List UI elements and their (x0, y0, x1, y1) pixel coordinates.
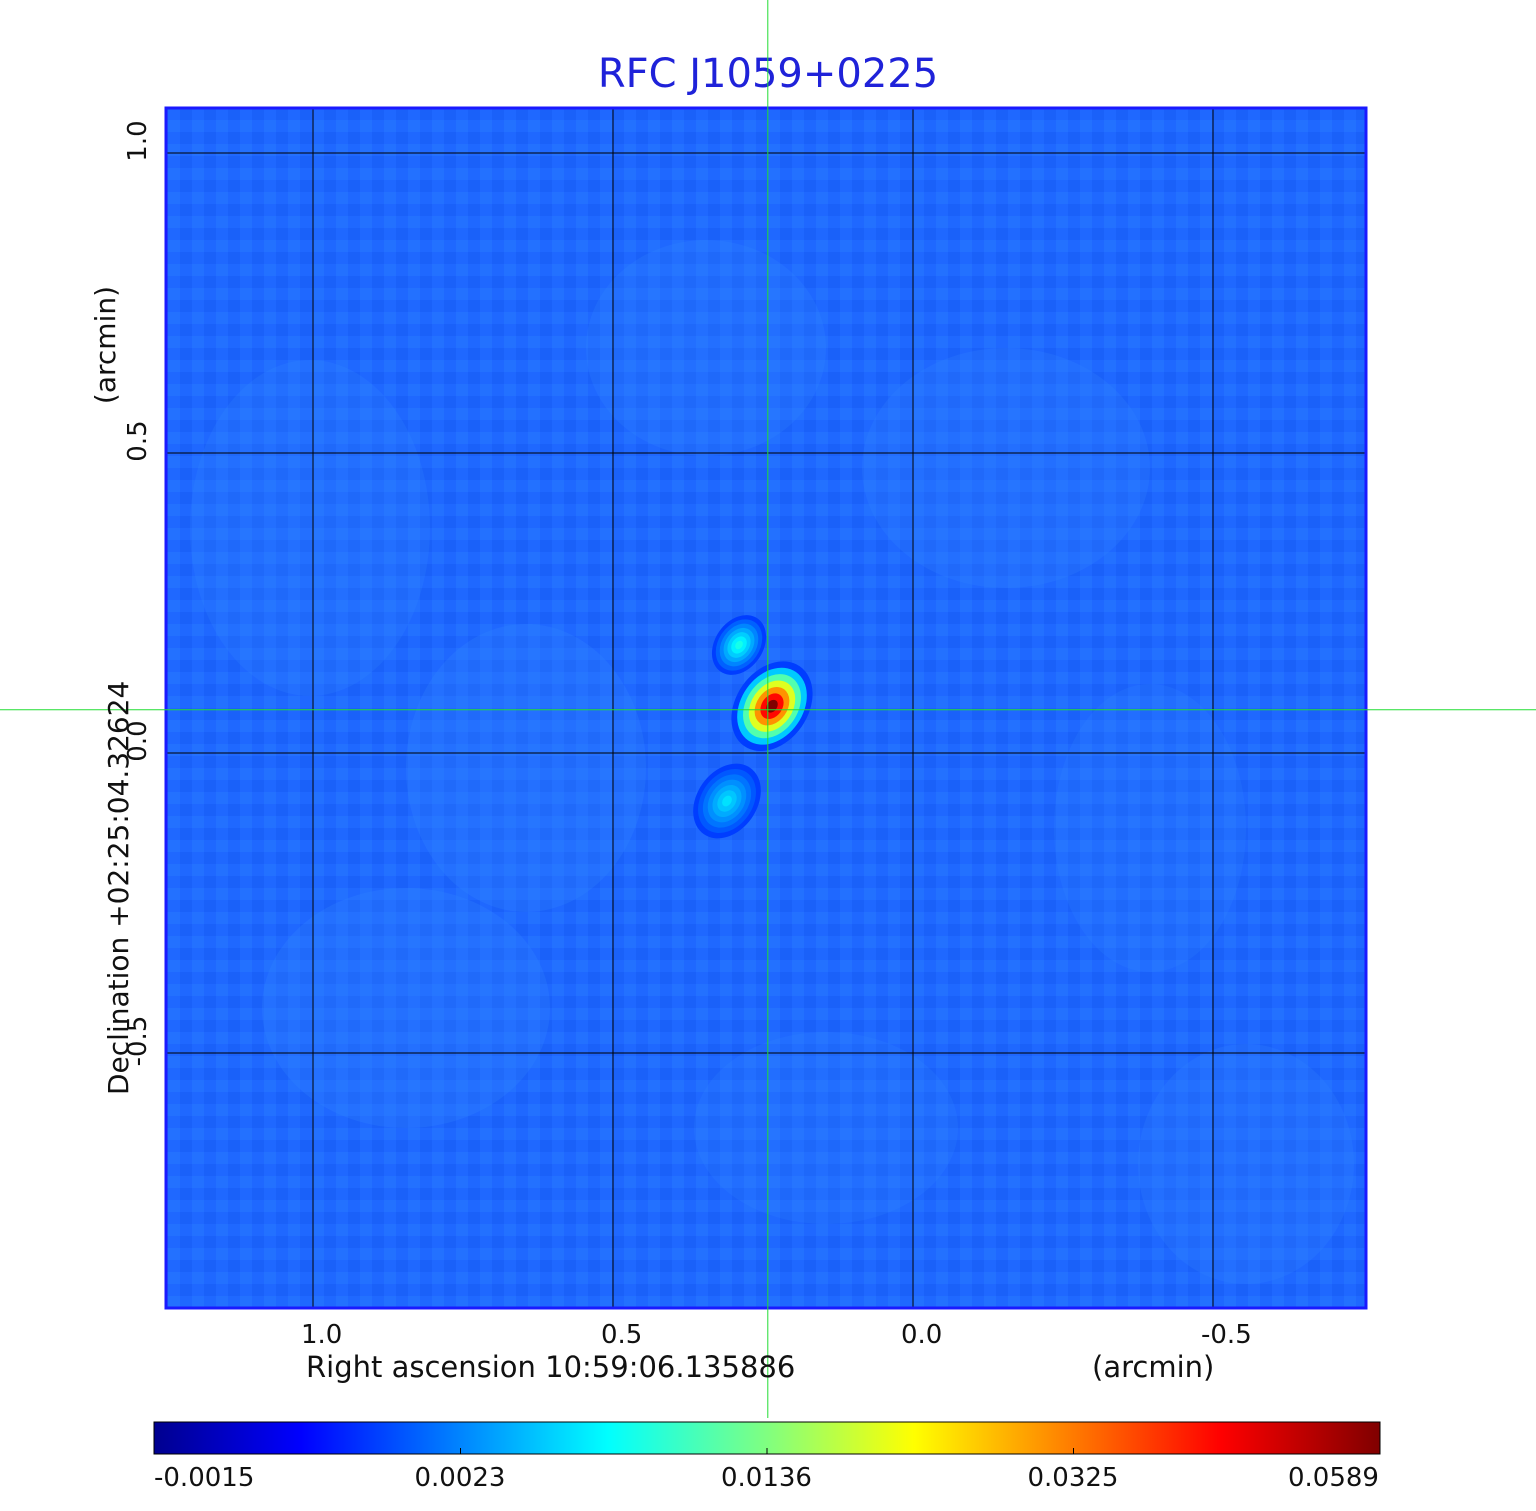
colorbar-tick-label: 0.0023 (414, 1463, 506, 1493)
x-tick-label: 0.0 (901, 1320, 943, 1350)
colorbar-tick-label: 0.0325 (1027, 1463, 1119, 1493)
y-tick-label: 0.5 (123, 420, 153, 462)
background-structure (694, 1032, 958, 1224)
crosshair (0, 0, 1536, 1418)
source-1-contour (735, 640, 743, 650)
background-structure (190, 360, 430, 696)
x-tick-label: 1.0 (301, 1320, 343, 1350)
background-structure (262, 888, 550, 1128)
colorbar-tick-label: 0.0589 (1288, 1463, 1379, 1493)
y-tick-label: 1.0 (123, 120, 153, 162)
background-structure (406, 624, 646, 912)
plot-frame (164, 106, 1368, 1310)
x-axis-unit: (arcmin) (1092, 1350, 1215, 1384)
grid-lines (166, 108, 1366, 1308)
y-axis-label: Declination +02:25:04.32624 (102, 680, 135, 1095)
image-map (166, 108, 1366, 1308)
background-structure (862, 348, 1150, 588)
colorbar-tick-label: -0.0015 (154, 1463, 255, 1493)
background-structure (586, 240, 826, 456)
background-structure (1054, 684, 1246, 972)
x-axis-label: Right ascension 10:59:06.135886 (306, 1350, 796, 1384)
colorbar-tick-marks (153, 1448, 1381, 1454)
colorbar-tick-label: 0.0136 (721, 1463, 812, 1493)
source-2-contour (722, 795, 732, 807)
x-tick-label: -0.5 (1201, 1320, 1252, 1350)
y-axis-unit: (arcmin) (89, 285, 122, 405)
background-structure (1138, 1044, 1354, 1284)
x-tick-label: 0.5 (601, 1320, 643, 1350)
